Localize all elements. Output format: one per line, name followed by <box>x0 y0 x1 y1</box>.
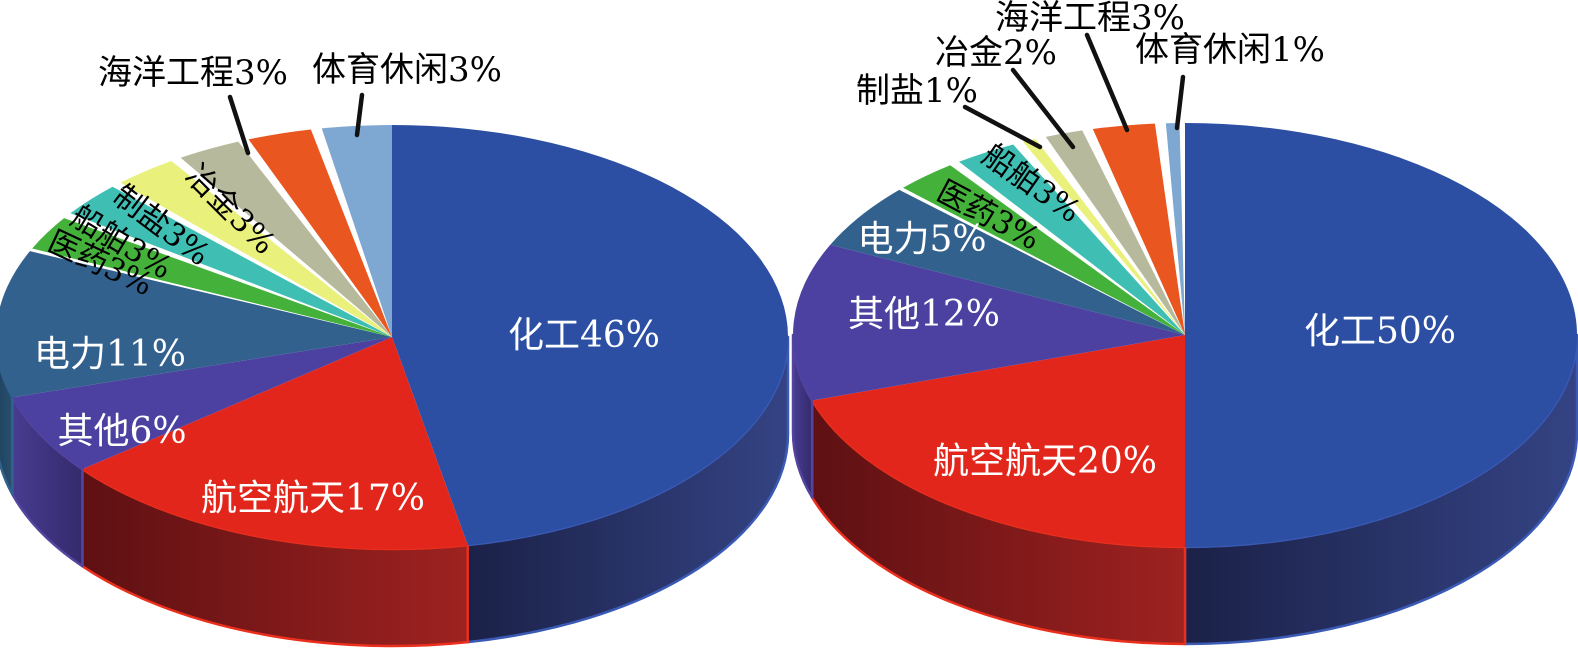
left-pie-leader-sports-leisure <box>354 92 365 138</box>
right-pie-slice-shipbuilding <box>959 144 1185 335</box>
right-pie-leader-salt-making <box>962 104 1043 150</box>
right-pie-slice-other <box>793 244 1185 401</box>
right-pie-slice-marine-engineering <box>1092 123 1185 335</box>
left-pie-slice-shipbuilding <box>70 186 393 337</box>
right-pie-slice-pharma <box>903 165 1185 335</box>
right-pie-slice-chemical <box>1185 123 1577 547</box>
right-pie-leader-metallurgy <box>1010 67 1076 150</box>
left-pie <box>0 92 790 648</box>
right-pie <box>791 32 1578 646</box>
right-pie-leader-sports-leisure <box>1174 74 1186 131</box>
right-pie-slice-sports-leisure <box>1165 123 1185 336</box>
left-pie-slice-marine-engineering <box>248 129 392 337</box>
right-pie-slice-aerospace <box>812 335 1185 547</box>
right-pie-leader-marine-engineering <box>1084 32 1130 133</box>
right-pie-slice-electric-power <box>830 189 1185 335</box>
left-pie-slice-chemical <box>392 125 788 546</box>
left-pie-slice-salt-making <box>120 160 392 337</box>
left-pie-slice-sports-leisure <box>321 125 392 337</box>
left-pie-leader-marine-engineering <box>227 94 251 156</box>
right-pie-slice-metallurgy <box>1045 130 1185 335</box>
left-pie-slice-electric-power <box>0 251 392 398</box>
right-pie-slice-salt-making <box>1023 138 1185 335</box>
left-pie-slice-metallurgy <box>180 141 392 337</box>
left-pie-slice-pharma <box>32 218 392 337</box>
left-pie-slice-aerospace <box>82 337 468 549</box>
left-pie-slice-other <box>12 337 393 470</box>
